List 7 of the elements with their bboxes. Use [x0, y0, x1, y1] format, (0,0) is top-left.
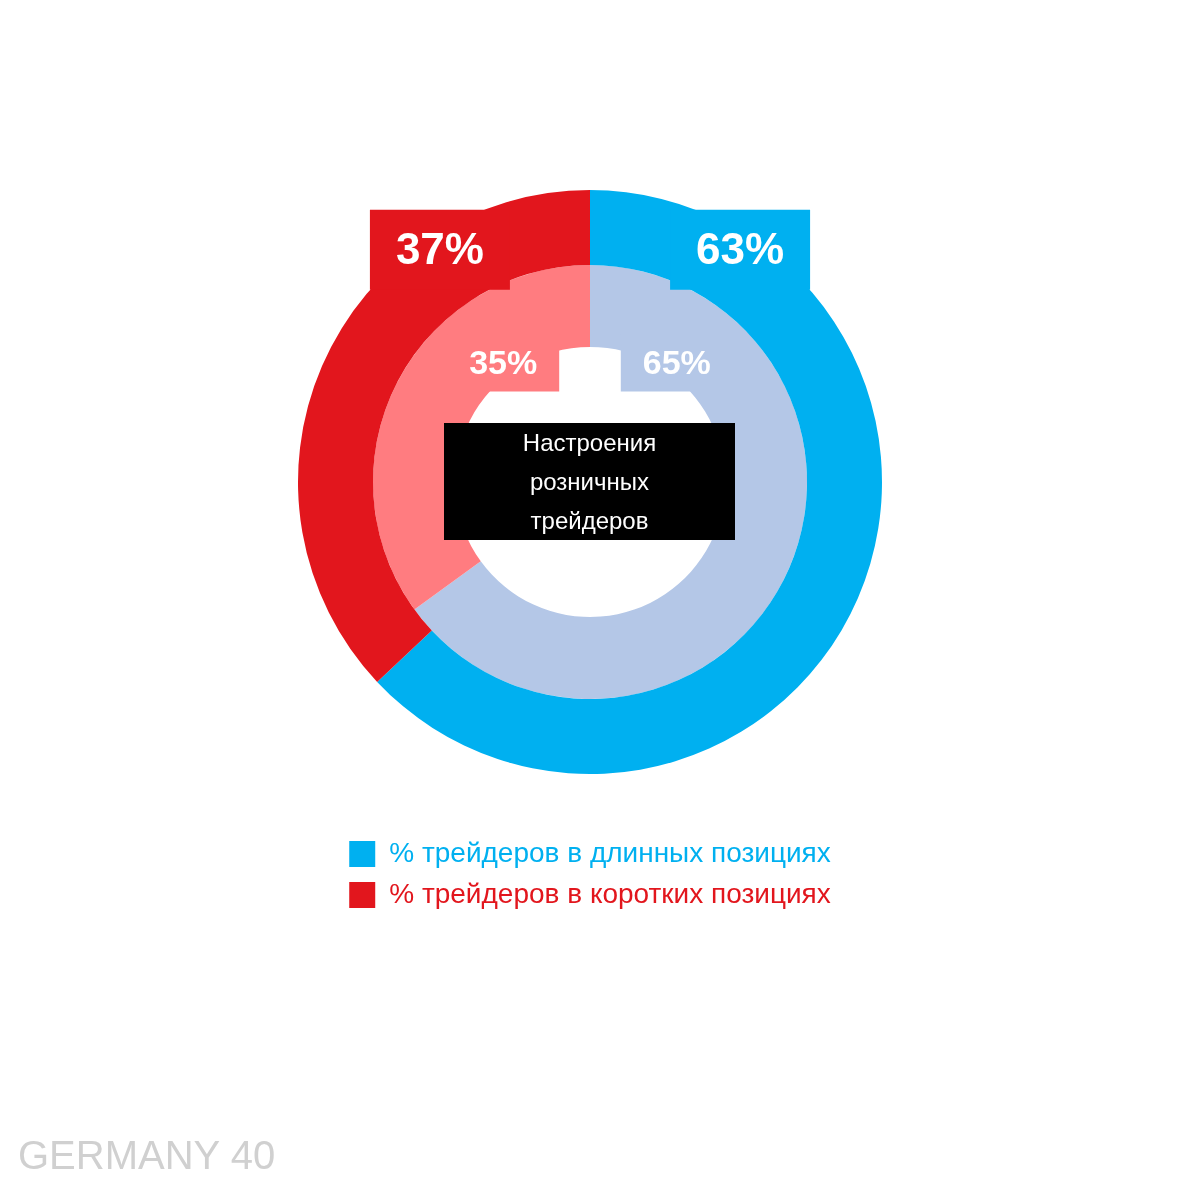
data-label: 35%: [469, 343, 538, 382]
data-label: 65%: [642, 343, 711, 382]
data-label: 63%: [696, 224, 785, 273]
legend-label: % трейдеров в коротких позициях: [389, 877, 831, 909]
legend-label: % трейдеров в длинных позициях: [389, 836, 831, 868]
text: Настроения розничных трейдеров: [521, 428, 658, 536]
data-label: 37%: [395, 224, 484, 273]
